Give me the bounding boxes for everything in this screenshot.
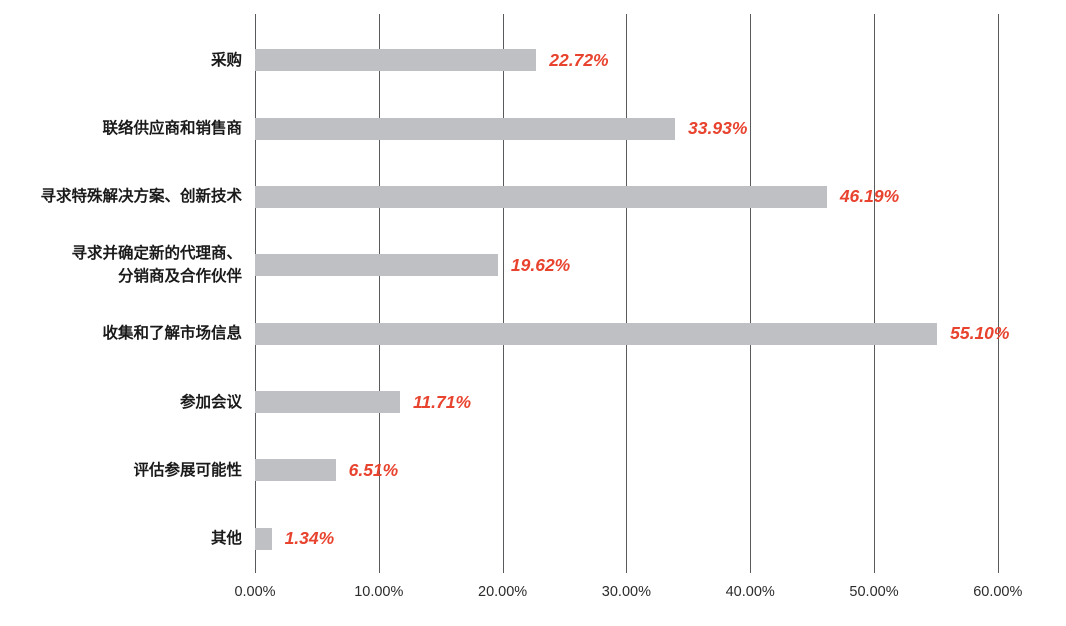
bar-value-label: 19.62% (510, 254, 571, 275)
x-tick-label: 30.00% (601, 584, 651, 600)
bar-value-label: 22.72% (549, 49, 609, 70)
gridlines (255, 14, 1045, 573)
bar-value-label: 46.19% (839, 186, 900, 207)
x-tick-label: 60.00% (973, 584, 1023, 600)
gridline-50.00% (874, 14, 875, 573)
gridline-60.00% (997, 14, 999, 573)
bar-row: 寻求特殊解决方案、创新技术 46.19% (0, 163, 1066, 231)
x-tick-label: 0.00% (234, 584, 276, 600)
category-label: 寻求特殊解决方案、创新技术 (40, 188, 242, 206)
bar-value-label: 1.34% (284, 528, 335, 549)
bar (255, 49, 537, 72)
bar-value-label: 6.51% (348, 459, 399, 480)
bar-row: 参加会议 11.71% (0, 368, 1066, 436)
x-tick-label: 50.00% (849, 584, 899, 600)
bar (255, 527, 272, 550)
category-label: 采购 (210, 51, 242, 69)
bar (255, 391, 400, 414)
bar-row: 采购 22.72% (0, 26, 1066, 94)
gridline-0.00% (255, 14, 256, 573)
x-tick-label: 20.00% (478, 584, 528, 600)
bar (255, 117, 676, 140)
category-label: 收集和了解市场信息 (102, 325, 242, 343)
category-label: 参加会议 (179, 393, 242, 411)
bar (255, 322, 938, 345)
bar (255, 254, 498, 277)
bar (255, 185, 827, 208)
bar-row: 其他 1.34% (0, 505, 1066, 573)
category-label: 联络供应商和销售商 (102, 120, 242, 138)
bar-value-label: 55.10% (950, 323, 1010, 344)
category-label: 寻求并确定新的代理商、 分销商及合作伙伴 (71, 245, 242, 286)
bar-value-label: 11.71% (412, 391, 472, 412)
gridline-40.00% (750, 14, 752, 573)
bar-row: 评估参展可能性 6.51% (0, 436, 1066, 504)
gridline-20.00% (502, 14, 504, 573)
x-tick-label: 40.00% (725, 584, 775, 600)
gridline-10.00% (378, 14, 380, 573)
bar-row: 联络供应商和销售商 33.93% (0, 94, 1066, 162)
chart-rows: 采购 22.72% 联络供应商和销售商 33.93% 寻求特殊解决方案、创新技术 46.1… (0, 26, 1066, 573)
bar-row: 寻求并确定新的代理商、 分销商及合作伙伴 19.62% (0, 231, 1066, 299)
bar-value-label: 33.93% (688, 118, 748, 139)
bar (255, 459, 336, 482)
gridline-30.00% (626, 14, 628, 573)
category-label: 评估参展可能性 (133, 461, 242, 479)
bar-row: 收集和了解市场信息 55.10% (0, 300, 1066, 368)
category-label: 其他 (210, 530, 242, 548)
x-axis: 0.00% 10.00% 20.00% 30.00% 40.00% 50.00% 60.00… (0, 584, 1066, 606)
x-tick-label: 10.00% (354, 584, 404, 600)
